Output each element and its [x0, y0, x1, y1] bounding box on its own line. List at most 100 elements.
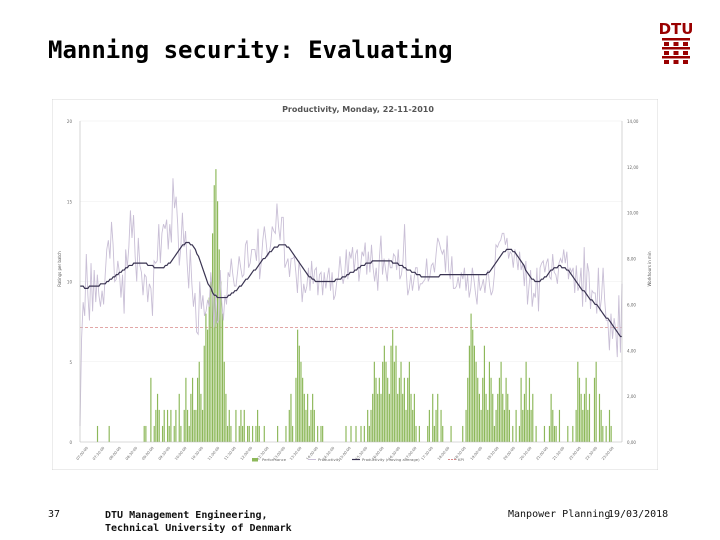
bar	[367, 409, 369, 442]
bar	[392, 329, 394, 442]
bar	[593, 377, 596, 442]
bar	[508, 409, 511, 442]
bar	[583, 393, 586, 442]
bar	[495, 409, 497, 442]
bar	[388, 393, 390, 442]
bar	[222, 313, 224, 442]
bar	[320, 425, 322, 442]
bar	[400, 361, 402, 442]
bar	[242, 425, 244, 442]
bar	[580, 393, 582, 442]
bar	[492, 393, 494, 442]
bar	[240, 409, 242, 442]
bar	[313, 409, 315, 442]
bar	[322, 425, 324, 442]
bar	[175, 409, 177, 442]
bar	[505, 377, 507, 442]
bar	[203, 345, 205, 442]
productivity-line	[79, 178, 623, 426]
y-tick-label: 5	[69, 360, 72, 365]
bar	[158, 409, 160, 442]
bar	[487, 409, 489, 442]
bar	[543, 425, 546, 442]
bar	[530, 409, 532, 442]
bar	[166, 409, 169, 442]
bar	[368, 425, 370, 442]
bar	[196, 377, 199, 442]
bar	[488, 361, 491, 442]
bar	[288, 409, 290, 442]
legend-label: Performance	[262, 457, 287, 462]
slide-title: Manning security: Evaluating	[48, 36, 453, 64]
moving-average-line	[80, 241, 622, 338]
dtu-logo-text: DTU	[660, 20, 692, 38]
bar	[377, 393, 379, 442]
bar	[380, 393, 382, 442]
bar	[413, 393, 415, 442]
y-tick-label: 0	[69, 440, 72, 445]
y2-tick-label: 2,00	[627, 394, 636, 399]
bar	[257, 409, 259, 442]
bar	[317, 425, 319, 442]
bar	[418, 425, 420, 442]
bar	[515, 409, 517, 442]
bar	[403, 377, 405, 442]
footer-org-line2: Technical University of Denmark	[105, 523, 292, 534]
bar	[512, 425, 514, 442]
bar	[345, 425, 347, 442]
footer-topic: Manpower Planning	[508, 509, 611, 520]
bar	[397, 393, 399, 442]
bar	[477, 377, 479, 442]
bar	[370, 409, 372, 442]
bar	[168, 425, 170, 442]
bar	[535, 425, 537, 442]
footer-org-line1: DTU Management Engineering,	[105, 510, 268, 521]
bar	[585, 377, 587, 442]
bar	[206, 329, 209, 442]
bar	[180, 425, 182, 442]
bar	[522, 409, 524, 442]
bar	[247, 425, 249, 442]
bar	[170, 409, 172, 442]
bar	[427, 425, 429, 442]
bar	[211, 233, 214, 442]
bar	[548, 425, 551, 442]
bar	[472, 329, 474, 442]
bar	[567, 425, 569, 442]
bar	[532, 393, 534, 442]
bar	[470, 313, 472, 442]
bar	[595, 361, 597, 442]
bar	[200, 393, 202, 442]
bar	[415, 425, 417, 442]
bar	[150, 377, 152, 442]
bar	[518, 425, 521, 442]
bar	[183, 409, 185, 442]
bar	[405, 409, 407, 442]
dtu-logo: DTU	[660, 20, 692, 64]
bar	[552, 409, 554, 442]
bar	[610, 425, 612, 442]
bar	[577, 361, 579, 442]
bar	[363, 425, 365, 442]
bar	[497, 393, 499, 442]
chart-legend: Performance Productivity Productivity (mov…	[252, 457, 464, 462]
bar	[462, 425, 464, 442]
legend-label: Productivity (moving average)	[362, 457, 420, 462]
bar	[163, 409, 165, 442]
bar	[228, 409, 230, 442]
bar	[473, 345, 475, 442]
bar	[372, 393, 374, 442]
bar	[408, 361, 410, 442]
bar	[605, 425, 607, 442]
bar	[185, 377, 187, 442]
bar	[502, 393, 504, 442]
bar	[223, 361, 225, 442]
bar	[385, 361, 387, 442]
bar	[191, 377, 194, 442]
bar	[475, 361, 477, 442]
bar	[108, 425, 110, 442]
bar	[350, 425, 352, 442]
bar	[523, 393, 526, 442]
bar	[437, 393, 439, 442]
bar	[588, 393, 591, 442]
